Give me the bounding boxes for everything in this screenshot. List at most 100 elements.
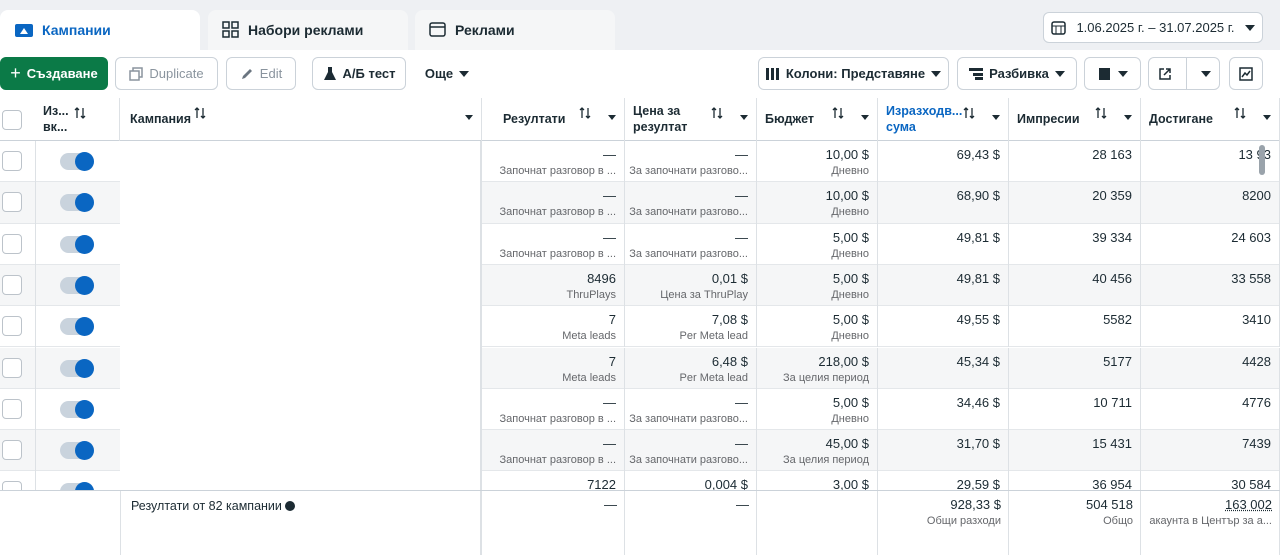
header-label: Бюджет	[765, 112, 815, 126]
toggle[interactable]	[60, 234, 94, 254]
tab[interactable]: Набори реклами	[208, 10, 408, 50]
checkbox[interactable]	[2, 274, 22, 295]
edit-button[interactable]: Edit	[226, 57, 296, 90]
cell-value: 30 584	[1231, 477, 1271, 490]
checkbox[interactable]	[2, 316, 22, 337]
cell-subtext: Per Meta lead	[679, 330, 748, 343]
sort-icon[interactable]	[1095, 107, 1107, 119]
table-cell: 7 Meta leads	[495, 347, 625, 389]
sort-icon[interactable]	[194, 107, 206, 119]
footer-cell: —	[495, 497, 625, 512]
table-cell: 6,48 $ Per Meta lead	[625, 347, 757, 389]
toggle[interactable]	[60, 193, 94, 213]
cell-value: 10 711	[1093, 394, 1132, 410]
columns-button[interactable]: Колони: Представяне	[758, 57, 949, 90]
header-bg	[0, 98, 1280, 141]
column-header[interactable]: Резултати	[495, 98, 625, 141]
sort-icon[interactable]	[711, 107, 723, 119]
campaign-panel	[120, 98, 482, 490]
table-cell: 49,81 $	[878, 264, 1009, 307]
checkbox[interactable]	[2, 110, 22, 130]
cell-value: 504 518	[1086, 497, 1133, 512]
toggle[interactable]	[60, 399, 94, 419]
cell-value: —	[735, 436, 748, 452]
export-button[interactable]	[1148, 57, 1220, 90]
toggle[interactable]	[60, 152, 94, 171]
campaign-panel	[120, 491, 482, 555]
button-label: Duplicate	[149, 66, 204, 81]
table-cell: 5,00 $ Дневно	[757, 388, 878, 431]
column-header[interactable]: Импресии	[1009, 98, 1141, 141]
cell-value: —	[603, 188, 616, 204]
breakdown-button[interactable]: Разбивка	[957, 57, 1077, 90]
duplicate-button[interactable]: Duplicate	[115, 57, 218, 90]
sort-icon[interactable]	[832, 107, 844, 119]
tab[interactable]: Реклами	[415, 10, 615, 50]
column-divider	[35, 98, 36, 490]
table-cell: 31,70 $	[878, 430, 1009, 472]
calendar-icon	[1051, 21, 1067, 35]
cell-value: 13 93	[1238, 147, 1271, 162]
cell-subtext: За започнати разгово...	[629, 454, 748, 467]
column-header[interactable]: Кампания	[120, 98, 482, 141]
cell-subtext: Meta leads	[562, 330, 616, 343]
checkbox[interactable]	[2, 151, 22, 171]
toggle[interactable]	[60, 275, 94, 295]
sort-icon[interactable]	[1234, 107, 1246, 119]
create-button[interactable]: + Създаване	[0, 57, 108, 90]
table-cell: 7 Meta leads	[495, 306, 625, 348]
sort-icon[interactable]	[963, 107, 975, 119]
cell-subtext: Дневно	[831, 247, 869, 260]
toggle[interactable]	[60, 441, 94, 461]
table-cell: 10 711	[1009, 388, 1141, 431]
table-cell: 15 431	[1009, 430, 1141, 472]
toggle[interactable]	[60, 358, 94, 378]
footer-cell-border	[756, 491, 757, 555]
grid-icon	[222, 21, 239, 38]
table-cell: — Започнат разговор в ...	[495, 182, 625, 224]
toggle[interactable]	[60, 482, 94, 490]
column-header[interactable]: Бюджет	[757, 98, 878, 141]
column-header[interactable]: Из... вк...	[35, 98, 120, 141]
sort-icon[interactable]	[579, 107, 591, 119]
checkbox[interactable]	[2, 357, 22, 378]
column-header[interactable]: Цена за резултат	[625, 98, 757, 141]
cell-value: —	[603, 436, 616, 452]
checkbox[interactable]	[2, 192, 22, 213]
table-cell: 33 558	[1141, 264, 1280, 307]
header-label: сума	[886, 120, 916, 134]
cell-value: 24 603	[1231, 229, 1271, 245]
cell-value: 5,00 $	[832, 229, 869, 245]
more-button[interactable]: Още	[416, 57, 478, 90]
header-caret	[465, 115, 473, 120]
checkbox[interactable]	[2, 233, 22, 254]
date-picker[interactable]: 1.06.2025 г. – 31.07.2025 г.	[1043, 12, 1263, 43]
table-cell: 36 954	[1009, 471, 1141, 490]
cell-value: 928,33 $	[950, 497, 1001, 512]
checkbox[interactable]	[2, 440, 22, 461]
tab[interactable]: Кампании	[0, 10, 200, 50]
cell-subtext: За започнати разгово...	[629, 412, 748, 425]
checkbox[interactable]	[2, 398, 22, 419]
column-header[interactable]: Изразходв... сума	[878, 98, 1009, 141]
cell-subtext: Дневно	[831, 330, 869, 343]
toggle-knob	[75, 234, 94, 254]
toggle[interactable]	[60, 317, 94, 337]
checkbox[interactable]	[2, 481, 22, 490]
ab-test-button[interactable]: А/Б тест	[312, 57, 406, 90]
cell-value: 3410	[1242, 312, 1271, 328]
cell-value: 36 954	[1092, 477, 1132, 490]
reports-button[interactable]	[1084, 57, 1141, 90]
table-cell: 40 456	[1009, 264, 1141, 307]
table-cell: — За започнати разгово...	[625, 182, 757, 224]
chart-button[interactable]	[1229, 57, 1263, 90]
cell-value: —	[735, 147, 748, 162]
sort-icon[interactable]	[74, 107, 86, 119]
column-header[interactable]: Достигане	[1141, 98, 1280, 141]
pencil-icon	[241, 68, 252, 79]
footer-cell-border	[624, 491, 625, 555]
cell-value: 10,00 $	[825, 147, 869, 162]
toggle-knob	[75, 317, 94, 337]
cell-value: 34,46 $	[956, 394, 1000, 410]
copy-icon	[129, 66, 144, 81]
